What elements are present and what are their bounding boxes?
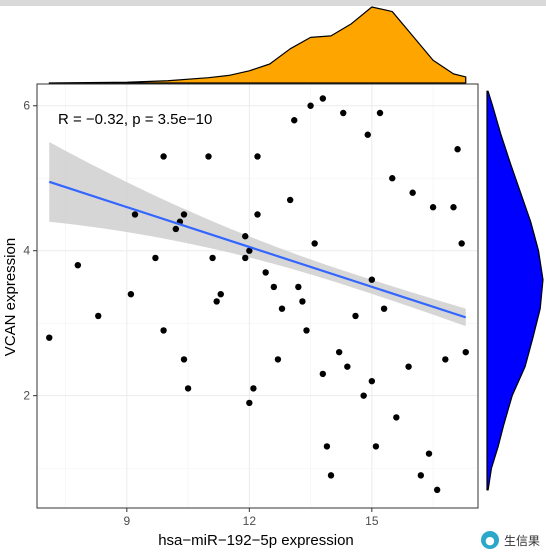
data-point — [352, 312, 359, 320]
fit-line-group — [48, 180, 467, 319]
data-point — [462, 348, 469, 356]
data-point — [160, 153, 167, 160]
data-point — [291, 117, 298, 124]
data-point — [246, 247, 253, 254]
data-point — [127, 290, 135, 298]
y-tick-label: 6 — [23, 99, 30, 113]
data-point — [95, 312, 102, 320]
data-point — [295, 283, 302, 291]
data-point — [454, 146, 461, 153]
data-point — [131, 211, 139, 218]
right-density-plot — [486, 90, 544, 491]
data-point — [442, 356, 449, 363]
data-point — [46, 334, 53, 341]
wechat-logo-icon: ● — [480, 531, 499, 549]
data-points-group — [46, 95, 469, 494]
data-point — [376, 109, 384, 117]
data-point — [213, 298, 220, 305]
data-point — [405, 363, 412, 370]
watermark-text: 生信果 — [503, 533, 540, 548]
x-tick-label: 12 — [243, 514, 257, 528]
top-density-plot — [48, 6, 467, 84]
data-point — [184, 385, 192, 392]
data-point — [335, 348, 343, 356]
y-tick-label: 4 — [23, 244, 30, 258]
data-point — [246, 399, 253, 407]
data-point — [368, 276, 376, 283]
data-point — [429, 204, 437, 211]
data-point — [286, 196, 294, 204]
data-point — [458, 240, 465, 247]
data-point — [360, 392, 367, 399]
x-tick-label: 15 — [365, 514, 379, 528]
regression-line — [48, 180, 467, 319]
data-point — [250, 385, 257, 392]
data-point — [389, 175, 396, 182]
plot-border — [36, 83, 479, 509]
data-point — [205, 153, 212, 160]
data-point — [270, 283, 278, 291]
data-point — [209, 254, 216, 262]
data-point — [450, 204, 457, 211]
grid-lines — [37, 84, 478, 508]
data-point — [323, 443, 331, 450]
data-point — [180, 356, 188, 363]
data-point — [278, 305, 286, 312]
data-point — [340, 109, 347, 117]
data-point — [319, 370, 327, 378]
data-point — [299, 298, 306, 305]
data-point — [372, 443, 380, 450]
right-density-area — [486, 90, 544, 491]
data-point — [152, 254, 159, 262]
data-point — [433, 486, 441, 494]
data-point — [303, 327, 310, 334]
data-point — [409, 189, 416, 196]
watermark: ● 生信果 — [480, 531, 540, 549]
data-point — [242, 233, 249, 240]
data-point — [311, 240, 318, 247]
data-point — [262, 269, 269, 276]
data-point — [368, 377, 376, 385]
data-point — [217, 290, 224, 298]
y-tick-label: 2 — [23, 389, 30, 403]
data-point — [254, 153, 261, 160]
data-point — [242, 254, 249, 262]
data-point — [180, 211, 188, 218]
confidence-band-group — [49, 141, 466, 327]
data-point — [74, 261, 82, 269]
data-point — [160, 327, 167, 334]
x-tick-label: 9 — [123, 514, 130, 528]
data-point — [327, 472, 335, 479]
data-point — [364, 131, 371, 138]
data-point — [172, 225, 180, 233]
axis-ticks: 9 12 15 2 4 6 — [23, 99, 379, 528]
confidence-band — [49, 141, 466, 327]
data-point — [307, 102, 314, 109]
data-point — [417, 472, 425, 479]
data-point — [425, 450, 433, 457]
data-point — [393, 414, 400, 421]
correlation-annotation: R = −0.32, p = 3.5e−10 — [58, 111, 212, 128]
top-density-area — [48, 6, 467, 84]
top-border-band — [0, 0, 546, 6]
x-axis-title: hsa−miR−192−5p expression — [158, 532, 354, 549]
data-point — [344, 363, 351, 370]
data-point — [254, 211, 261, 218]
data-point — [319, 95, 327, 102]
data-point — [380, 305, 388, 312]
y-axis-title: VCAN expression — [2, 238, 19, 356]
data-point — [274, 356, 282, 363]
